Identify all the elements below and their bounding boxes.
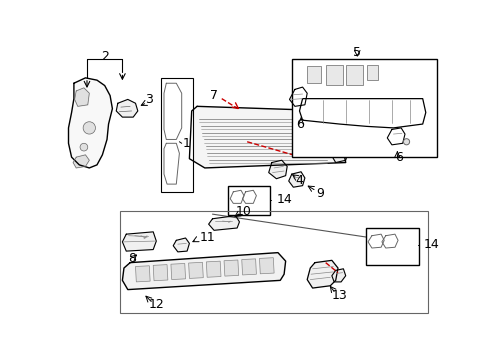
Bar (120, 211, 427, 313)
Polygon shape (386, 128, 404, 145)
Bar (153, 265, 167, 281)
Bar (259, 258, 274, 274)
Polygon shape (122, 253, 285, 289)
Bar (206, 261, 221, 277)
Polygon shape (189, 106, 345, 168)
Text: 8: 8 (127, 252, 135, 265)
Text: 7: 7 (210, 89, 218, 102)
Bar (366, 228, 418, 265)
Text: 9: 9 (316, 187, 324, 200)
Bar (291, 59, 436, 157)
Polygon shape (73, 155, 89, 168)
Text: 11: 11 (199, 231, 215, 244)
Polygon shape (75, 88, 89, 106)
Polygon shape (306, 260, 337, 288)
Polygon shape (289, 87, 306, 106)
Polygon shape (367, 234, 384, 248)
Polygon shape (230, 190, 244, 203)
Ellipse shape (419, 80, 425, 86)
Bar (325, 65, 342, 85)
Circle shape (80, 143, 87, 151)
Text: 14: 14 (423, 238, 438, 251)
Bar (171, 264, 185, 280)
Text: 14: 14 (276, 193, 291, 206)
Text: 6: 6 (295, 118, 303, 131)
Bar (135, 266, 150, 282)
Polygon shape (381, 234, 397, 248)
Polygon shape (173, 238, 189, 252)
Polygon shape (299, 99, 425, 128)
Bar (306, 66, 321, 83)
Polygon shape (163, 143, 179, 184)
Polygon shape (329, 139, 348, 163)
Text: 13: 13 (331, 289, 346, 302)
Text: 4: 4 (295, 174, 303, 187)
Polygon shape (68, 78, 112, 168)
Text: 12: 12 (148, 298, 164, 311)
Polygon shape (288, 172, 305, 187)
Text: 5: 5 (352, 46, 361, 59)
Polygon shape (268, 160, 286, 179)
Bar (345, 65, 362, 85)
Text: 10: 10 (235, 204, 251, 217)
Polygon shape (208, 216, 239, 230)
Ellipse shape (408, 69, 416, 76)
Polygon shape (163, 83, 182, 139)
Bar (241, 259, 256, 275)
Ellipse shape (419, 93, 425, 99)
Circle shape (403, 139, 409, 145)
Text: 3: 3 (145, 93, 153, 106)
Polygon shape (331, 269, 345, 282)
Polygon shape (122, 232, 156, 251)
Text: 2: 2 (101, 50, 108, 63)
Bar (366, 65, 377, 80)
Polygon shape (116, 99, 138, 117)
Text: 1: 1 (182, 137, 190, 150)
Circle shape (83, 122, 95, 134)
Bar (188, 262, 203, 278)
Text: 6: 6 (394, 150, 402, 164)
Bar (161, 78, 193, 192)
Bar (224, 260, 238, 276)
Ellipse shape (386, 70, 399, 78)
Bar (227, 186, 270, 215)
Polygon shape (242, 190, 256, 203)
